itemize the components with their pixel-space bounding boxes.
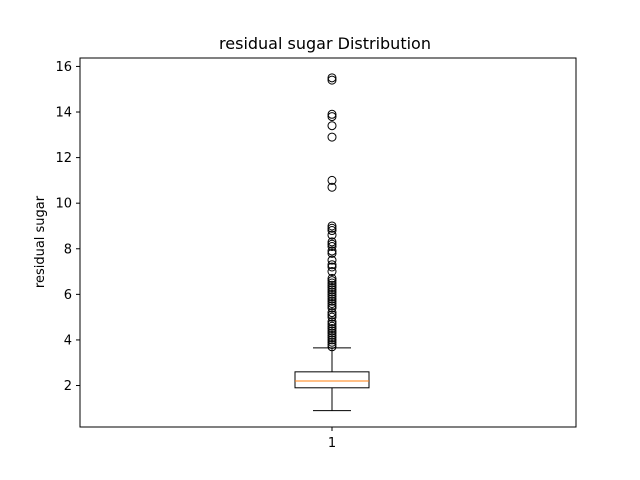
outlier-point [327, 324, 337, 334]
outlier-point [327, 303, 337, 313]
x-axis-ticks: 1 [328, 427, 336, 451]
outlier-point [327, 335, 337, 345]
outlier-point [327, 132, 337, 142]
y-tick-label: 2 [64, 379, 72, 394]
outlier-point [327, 260, 337, 270]
outlier-point [327, 246, 337, 256]
y-tick-label: 6 [64, 288, 72, 303]
outlier-point [327, 255, 337, 265]
outlier-point [327, 278, 337, 288]
outlier-point [327, 310, 337, 320]
y-tick-label: 10 [55, 197, 72, 212]
outlier-point [327, 317, 337, 327]
outlier-point [327, 267, 337, 277]
outlier-point [327, 182, 337, 192]
plot-area [294, 73, 370, 412]
outlier-point [327, 230, 337, 240]
outlier-point [327, 312, 337, 322]
outlier-point [327, 248, 337, 258]
outlier-point [327, 276, 337, 286]
outlier-point [327, 237, 337, 247]
outlier-point [327, 301, 337, 311]
outlier-point [327, 289, 337, 299]
outlier-point [327, 241, 337, 251]
outlier-point [327, 280, 337, 290]
outlier-point [327, 342, 337, 352]
outlier-point [327, 328, 337, 338]
outlier-point [327, 221, 337, 231]
outlier-point [327, 326, 337, 336]
y-tick-label: 14 [55, 106, 72, 121]
outlier-point [327, 121, 337, 131]
interquartile-box [294, 371, 370, 389]
y-axis-ticks: 2 4 6 8 10 12 14 16 [55, 60, 80, 394]
x-tick-label: 1 [328, 436, 336, 451]
outlier-point [327, 239, 337, 249]
y-tick-label: 8 [64, 242, 72, 257]
outlier-point [327, 292, 337, 302]
outlier-point [327, 321, 337, 331]
outlier-point [327, 285, 337, 295]
outlier-point [327, 308, 337, 318]
y-tick-label: 4 [64, 333, 72, 348]
y-tick-label: 12 [55, 151, 72, 166]
outlier-point [327, 223, 337, 233]
outlier-point [327, 330, 337, 340]
outlier-point [327, 298, 337, 308]
y-axis-label: residual sugar [33, 195, 48, 288]
outlier-point [327, 109, 337, 119]
outlier-point [327, 287, 337, 297]
outlier-point [327, 337, 337, 347]
outlier-point [327, 226, 337, 236]
outlier-point [327, 73, 337, 83]
outlier-point [327, 339, 337, 349]
outlier-point [327, 75, 337, 85]
outlier-point [327, 283, 337, 293]
outlier-point [327, 319, 337, 329]
outlier-point [327, 175, 337, 185]
outlier-point [327, 262, 337, 272]
y-tick-label: 16 [55, 60, 72, 75]
chart-title: residual sugar Distribution [219, 34, 431, 53]
outlier-point [327, 333, 337, 343]
outlier-point [327, 273, 337, 283]
outlier-point [327, 112, 337, 122]
outlier-point [327, 296, 337, 306]
outlier-point [327, 294, 337, 304]
plot-frame [79, 57, 577, 428]
